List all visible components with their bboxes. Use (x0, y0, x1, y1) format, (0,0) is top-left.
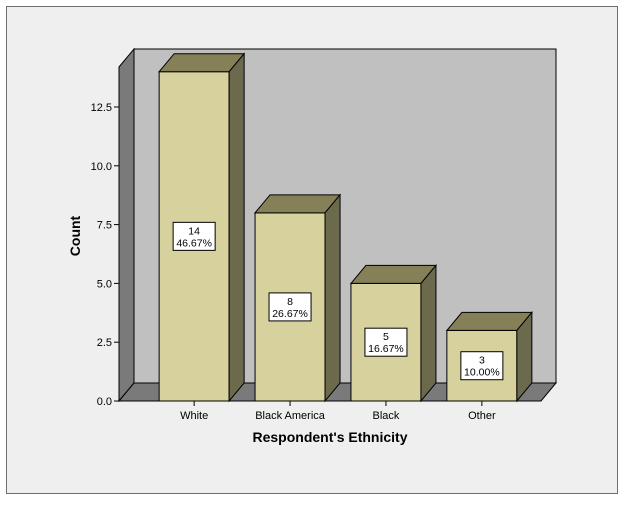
bar-group: 516.67% (349, 264, 438, 403)
y-axis-title: Count (67, 215, 83, 256)
bar-group: 826.67% (253, 193, 342, 403)
data-label-count: 5 (383, 331, 389, 343)
data-label-percent: 16.67% (368, 343, 404, 355)
bar-side (228, 52, 245, 403)
bar-side (420, 264, 437, 403)
data-label-percent: 10.00% (464, 367, 500, 379)
data-label-box (364, 327, 408, 357)
data-label-count: 14 (188, 225, 200, 237)
bar-side (516, 311, 533, 403)
y-tick-label: 2.5 (97, 337, 112, 349)
bar-group: 310.00% (445, 311, 533, 403)
left-wall (118, 47, 135, 403)
data-label-box (172, 221, 216, 251)
data-label-count: 8 (287, 296, 293, 308)
x-tick-label: Other (468, 410, 496, 422)
data-label-percent: 46.67% (176, 237, 212, 249)
bar-side (324, 193, 341, 403)
y-tick-label: 7.5 (97, 220, 112, 232)
y-tick-label: 5.0 (97, 278, 112, 290)
x-axis-title: Respondent's Ethnicity (252, 429, 407, 445)
y-tick-label: 12.5 (91, 102, 112, 114)
x-tick-label: White (180, 410, 208, 422)
y-tick-label: 10.0 (91, 161, 112, 173)
data-label-percent: 26.67% (272, 308, 308, 320)
data-label-box (460, 351, 504, 381)
data-label-box (268, 292, 312, 322)
y-tick-label: 0.0 (97, 396, 112, 408)
x-tick-label: Black (373, 410, 400, 422)
x-tick-label: Black America (255, 410, 326, 422)
data-label-count: 3 (479, 355, 485, 367)
